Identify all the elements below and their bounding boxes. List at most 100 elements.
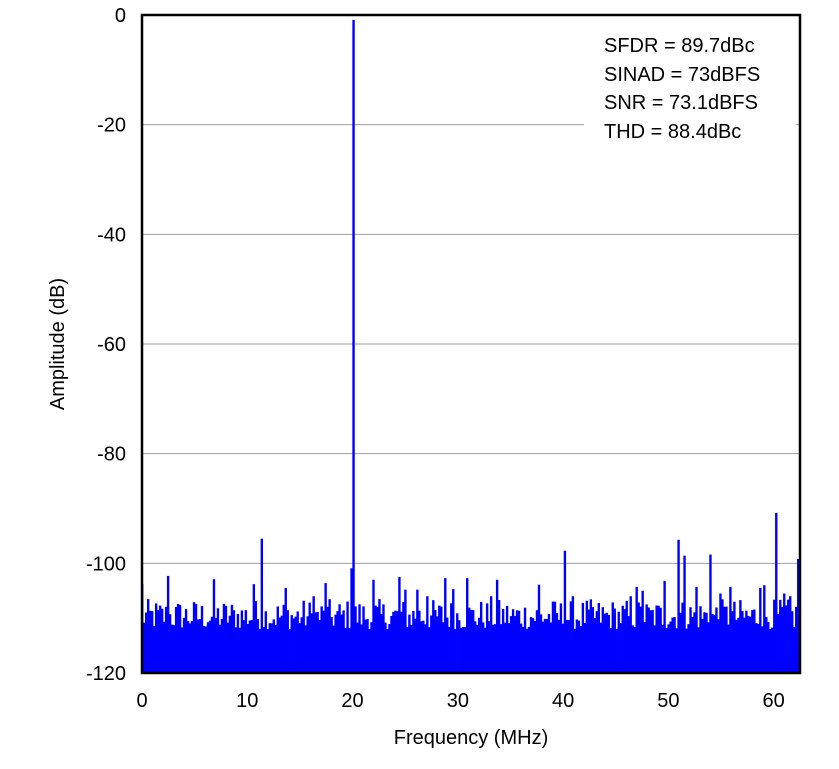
spectrum-bin xyxy=(499,624,503,673)
spectrum-bin xyxy=(735,619,738,673)
spectrum-bin xyxy=(765,617,768,673)
spectrum-bin xyxy=(541,621,545,673)
spectrum-bin xyxy=(204,626,208,673)
spectrum-bin xyxy=(176,603,180,673)
spectrum-bin xyxy=(320,606,323,673)
x-tick-label: 60 xyxy=(763,690,785,712)
annotation-snr: SNR = 73.1dBFS xyxy=(604,92,758,114)
spectrum-bin xyxy=(180,627,184,673)
spectrum-bin xyxy=(446,617,449,673)
spectrum-bin xyxy=(533,620,537,673)
spectrum-bin xyxy=(144,612,148,673)
spectrum-bin xyxy=(729,586,732,673)
spectrum-bin xyxy=(601,607,604,673)
spectrum-bin xyxy=(769,629,772,673)
spectrum-bin xyxy=(723,606,726,673)
spectrum-bin xyxy=(701,618,704,673)
spectrum-bin xyxy=(579,626,583,673)
spectrum-bin xyxy=(192,602,196,673)
spectrum-bin xyxy=(202,626,206,673)
spectrum-bin xyxy=(358,604,361,673)
spectrum-bin xyxy=(663,580,666,673)
spectrum-bin xyxy=(627,616,630,673)
spectrum-bin xyxy=(290,615,293,673)
spectrum-bin xyxy=(408,614,411,673)
spectrum-bin xyxy=(422,620,425,673)
spectrum-bin xyxy=(561,623,565,673)
spectrum-bin xyxy=(741,611,744,673)
spectrum-bin xyxy=(783,593,786,673)
spectrum-bin xyxy=(468,607,471,673)
spectrum-bin xyxy=(781,606,784,673)
spectrum-bin xyxy=(322,610,325,673)
spectrum-bin xyxy=(456,613,459,673)
spectrum-bin xyxy=(372,579,375,673)
spectrum-bin xyxy=(366,619,369,673)
spectrum-bin xyxy=(470,609,473,673)
spectrum-bin xyxy=(669,621,672,673)
spectrum-bin xyxy=(657,605,660,673)
spectrum-bin xyxy=(310,613,313,673)
spectrum-bin xyxy=(162,621,166,673)
spectrum-bin xyxy=(525,628,529,673)
spectrum-bin xyxy=(278,617,281,673)
spectrum-bin xyxy=(671,617,674,673)
spectrum-bin xyxy=(785,605,788,673)
spectrum-bin xyxy=(575,619,579,673)
spectrum-bin xyxy=(683,555,686,673)
spectrum-bin xyxy=(699,606,702,673)
spectrum-bin xyxy=(621,605,624,673)
spectrum-bin xyxy=(426,596,429,673)
x-tick-label: 20 xyxy=(341,690,363,712)
y-tick-label: -40 xyxy=(97,224,126,246)
spectrum-bin xyxy=(376,606,379,673)
spectrum-bin xyxy=(515,610,519,673)
spectrum-bin xyxy=(643,622,646,673)
spectrum-bin xyxy=(631,625,634,673)
spectrum-bin xyxy=(707,622,710,673)
spectrum-bin xyxy=(352,19,355,674)
spectrum-bin xyxy=(645,604,648,673)
spectrum-bin xyxy=(454,629,457,673)
spectrum-bin xyxy=(460,627,463,673)
spectrum-bin xyxy=(268,623,272,673)
spectrum-bin xyxy=(154,603,158,673)
spectrum-bin xyxy=(637,602,640,673)
spectrum-bin xyxy=(725,606,728,673)
spectrum-bin xyxy=(755,623,758,673)
spectrum-bin xyxy=(232,610,236,673)
spectrum-bin xyxy=(442,622,445,673)
spectrum-bin xyxy=(677,539,680,673)
spectrum-bin xyxy=(196,619,200,673)
spectrum-bin xyxy=(779,599,782,673)
spectrum-bin xyxy=(493,624,497,673)
spectrum-bin xyxy=(450,603,453,673)
spectrum-bin xyxy=(721,599,724,673)
spectrum-bin xyxy=(603,613,606,673)
spectrum-bin xyxy=(272,619,275,673)
spectrum-bin xyxy=(142,622,146,673)
spectrum-bin xyxy=(432,600,435,673)
spectrum-bin xyxy=(589,599,593,673)
spectrum-bin xyxy=(148,610,152,673)
spectrum-bin xyxy=(715,607,718,673)
spectrum-bin xyxy=(406,626,409,673)
spectrum-bin xyxy=(328,599,331,673)
spectrum-bin xyxy=(537,584,541,673)
spectrum-bin xyxy=(300,617,303,673)
spectrum-bin xyxy=(368,629,371,673)
spectrum-bin xyxy=(378,599,381,673)
spectrum-bin xyxy=(316,611,319,673)
spectrum-bin xyxy=(200,605,204,673)
spectrum-bin xyxy=(737,617,740,673)
spectrum-bin xyxy=(186,620,190,673)
spectrum-bin xyxy=(587,609,591,673)
annotation-box xyxy=(584,22,796,148)
spectrum-bin xyxy=(649,610,652,673)
spectrum-bin xyxy=(400,611,403,673)
spectrum-bin xyxy=(168,614,172,673)
spectrum-bin xyxy=(212,579,216,673)
spectrum-bin xyxy=(753,609,756,673)
spectrum-bin xyxy=(286,610,289,673)
spectrum-bin xyxy=(633,627,636,673)
